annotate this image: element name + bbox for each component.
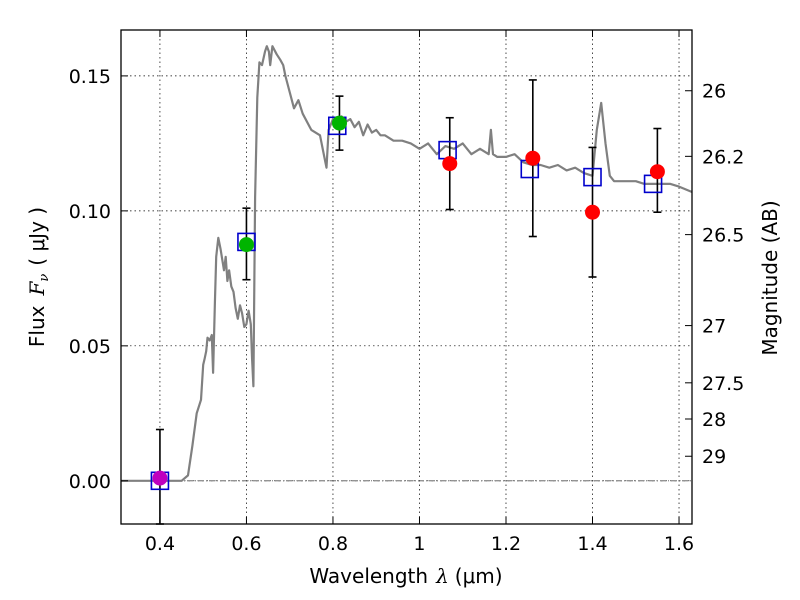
y2-axis-label: Magnitude (AB) (758, 200, 782, 355)
y2-tick-label: 26.5 (702, 225, 744, 247)
y2-tick-label: 27.5 (702, 373, 744, 395)
y-axis-label: FluxFν( μJy ) (25, 207, 52, 347)
model-spectrum-line (121, 45, 693, 482)
y-tick-label: 0.10 (69, 201, 111, 223)
y2-tick-label: 27 (702, 316, 726, 338)
data-point (238, 237, 254, 253)
y2-tick-label: 28 (702, 409, 726, 431)
x-tick-label: 1 (413, 533, 425, 555)
data-point (649, 164, 665, 180)
y-tick-label: 0.00 (69, 471, 111, 493)
x-tick-label: 0.8 (318, 533, 348, 555)
photometry-points-layer (152, 115, 665, 486)
x-tick-label: 1.2 (491, 533, 521, 555)
y2-tick-label: 26 (702, 81, 726, 103)
data-point (442, 156, 458, 172)
data-point (331, 115, 347, 131)
data-point (152, 470, 168, 486)
y-tick-label: 0.05 (69, 336, 111, 358)
grid-lines (121, 30, 692, 524)
y-tick-label: 0.15 (69, 66, 111, 88)
x-tick-label: 0.6 (231, 533, 261, 555)
model-spectrum-layer (121, 45, 693, 482)
x-axis-label: Wavelength λ (μm) (309, 564, 502, 588)
plot-frame (120, 29, 693, 525)
y2-tick-label: 26.2 (702, 146, 744, 168)
y2-tick-label: 29 (702, 446, 726, 468)
data-point (585, 204, 601, 220)
model-photometry-square (583, 167, 602, 187)
data-point (525, 150, 541, 166)
x-tick-label: 0.4 (145, 533, 175, 555)
x-tick-label: 1.4 (577, 533, 607, 555)
x-tick-label: 1.6 (664, 533, 694, 555)
axis-ticks: 0.4 0.6 0.8 1 1.2 1.4 1.6 0.00 0.05 0.10 0.15 26 26.… (69, 30, 744, 555)
